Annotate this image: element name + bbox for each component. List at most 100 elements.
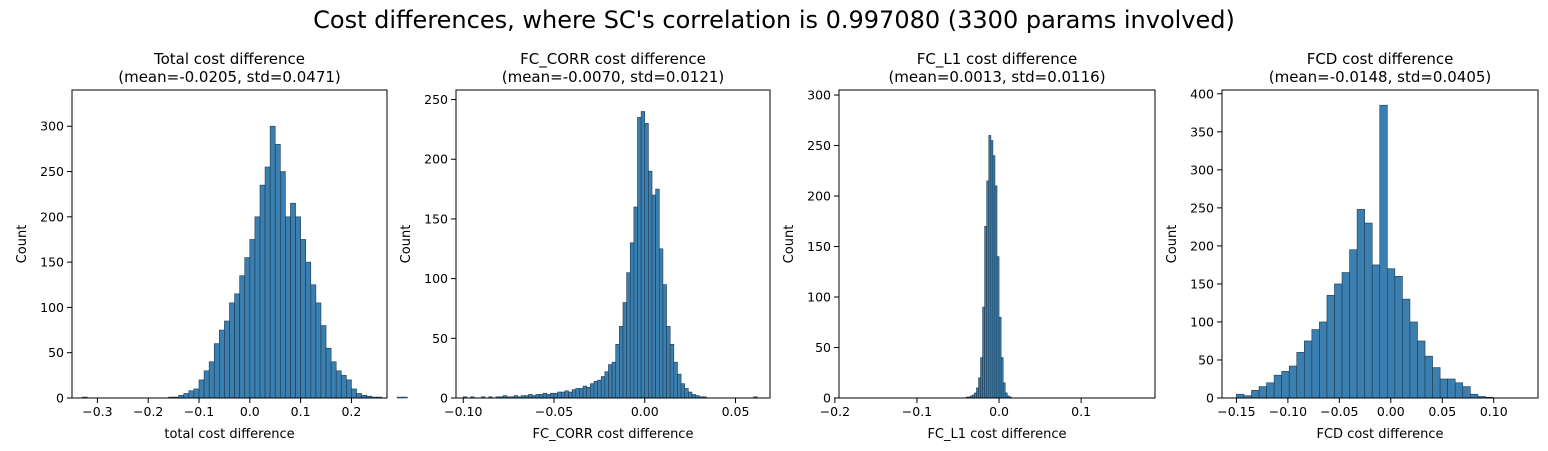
histogram-panel-2: −0.10 −0.05 0.00 0.05 0 50 100 150 200 250 FC_CORR… (399, 50, 771, 442)
histogram-bar (528, 394, 533, 399)
histogram-bar (1454, 382, 1464, 399)
histogram-bar (691, 394, 696, 399)
histogram-bar (539, 394, 544, 399)
y-axis-label: Count (15, 225, 30, 264)
histogram-bar (254, 216, 261, 399)
y-tick-label: 0 (56, 391, 64, 406)
histogram-bar (553, 392, 558, 399)
y-tick-label: 200 (40, 209, 64, 224)
x-tick-label: −0.2 (133, 404, 163, 419)
histogram-bar (600, 376, 606, 399)
histogram-bar (1251, 390, 1260, 399)
y-tick-label: 100 (807, 290, 831, 305)
histogram-bar (992, 155, 996, 399)
histogram-bar (604, 371, 609, 399)
histogram-bar (688, 391, 693, 399)
histogram-bar (300, 239, 307, 399)
x-tick-label: 0.10 (1480, 404, 1508, 419)
y-tick-label: 250 (1190, 200, 1214, 215)
subplot-subtitle: (mean=-0.0148, std=0.0405) (1269, 68, 1492, 86)
histogram-bar (619, 326, 624, 399)
x-tick-label: 0.1 (291, 404, 311, 419)
histogram-panel-1: −0.3 −0.2 −0.1 0.0 0.1 0.2 0 50 100 150 200 250 300 T… (15, 50, 408, 442)
axes-frame (838, 89, 1156, 399)
histogram-bar (622, 302, 627, 399)
y-tick-label: 0 (440, 391, 448, 406)
histogram-bar (269, 125, 276, 399)
histogram-bar (677, 373, 682, 399)
histogram-bar (988, 135, 992, 399)
histogram-bar (1311, 329, 1320, 399)
y-tick-label: 300 (1190, 162, 1214, 177)
histogram-bar (1379, 104, 1388, 399)
y-tick-label: 150 (1190, 276, 1214, 291)
histogram-bar (1258, 386, 1267, 399)
histogram-bar (280, 171, 286, 399)
histogram-bar (560, 391, 566, 399)
y-tick-label: 350 (1190, 124, 1214, 139)
histogram-bar (615, 343, 620, 399)
histogram-bar (315, 302, 322, 399)
histogram-bar (244, 257, 251, 399)
x-tick-label: −0.1 (902, 404, 932, 419)
histogram-bar (976, 387, 979, 399)
histogram-bar (550, 392, 555, 399)
histogram-bar (320, 325, 327, 399)
x-tick-label: −0.05 (535, 404, 573, 419)
histogram-bar (401, 396, 408, 399)
histogram-bar (1326, 295, 1335, 399)
y-tick-label: 250 (424, 92, 448, 107)
y-axis-label: Count (782, 225, 797, 264)
y-tick-label: 200 (1190, 238, 1214, 253)
histogram-bar (644, 123, 649, 399)
histogram-panel-4: −0.15 −0.10 −0.05 0.00 0.05 0.10 0 50 100 150 200 2… (1165, 50, 1539, 442)
histogram-bar (648, 170, 653, 399)
histogram-bar (1296, 352, 1305, 399)
histogram-bar (978, 377, 981, 399)
y-tick-label: 250 (807, 138, 831, 153)
histogram-bar (1236, 393, 1245, 399)
histogram-bar (984, 226, 988, 399)
histogram-bar (1371, 264, 1381, 399)
histogram-bar (1409, 321, 1418, 399)
y-tick-label: 0 (823, 391, 831, 406)
y-tick-label: 200 (424, 152, 448, 167)
histogram-bar (982, 306, 985, 399)
histogram-bar (1000, 357, 1004, 399)
y-tick-label: 50 (1198, 352, 1214, 367)
histogram-bar (1432, 367, 1441, 399)
y-tick-label: 400 (1190, 86, 1214, 101)
histogram-bar (229, 302, 235, 399)
histogram-bar (542, 392, 548, 399)
y-tick-label: 0 (1206, 391, 1214, 406)
subplot-subtitle: (mean=0.0013, std=0.0116) (888, 68, 1105, 86)
y-tick-label: 250 (40, 164, 64, 179)
axes-frame (71, 89, 388, 399)
histogram-bar (546, 394, 551, 399)
histogram-bar (1281, 371, 1290, 399)
histogram-bar (640, 111, 646, 399)
histogram-bar (325, 347, 332, 399)
histogram-bar (183, 393, 190, 399)
x-tick-label: 0.00 (631, 404, 659, 419)
histogram-bar (249, 239, 256, 399)
histogram-bar (593, 380, 598, 399)
x-axis-label: total cost difference (164, 427, 294, 442)
x-tick-label: −0.3 (82, 404, 112, 419)
histogram-bar (586, 386, 591, 399)
histogram-bar (994, 185, 998, 399)
subplot-title: FC_CORR cost difference (520, 50, 706, 69)
histogram-bar (662, 284, 667, 399)
histogram-bar (626, 272, 631, 399)
histogram-bar (1364, 222, 1373, 399)
histogram-bar (575, 388, 580, 399)
histogram-bar (655, 188, 660, 399)
histogram-bar (974, 392, 977, 399)
histogram-bar (1002, 382, 1006, 399)
histogram-bar (193, 388, 200, 399)
subplot-title: FC_L1 cost difference (917, 50, 1077, 69)
x-tick-label: 0.0 (989, 404, 1009, 419)
y-tick-label: 300 (807, 88, 831, 103)
histogram-bar (1319, 321, 1328, 399)
figure-title: Cost differences, where SC's correlation… (313, 6, 1235, 34)
